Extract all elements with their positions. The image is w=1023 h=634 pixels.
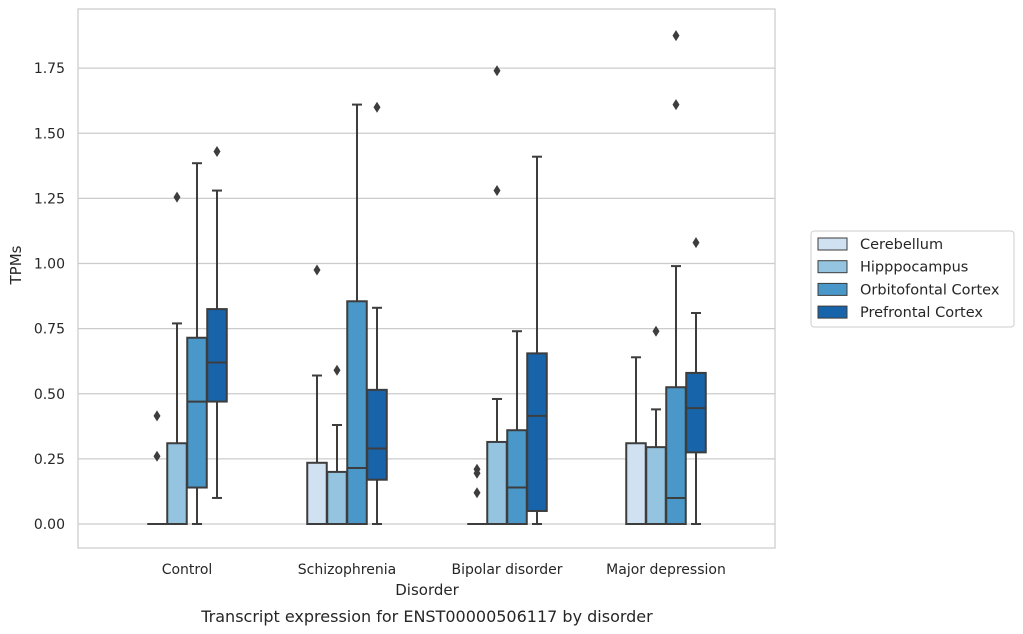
box-body bbox=[625, 442, 647, 525]
box-body bbox=[526, 352, 548, 512]
box-orbitofontal-cortex bbox=[186, 162, 208, 525]
box-groups bbox=[147, 30, 707, 526]
legend-swatch bbox=[817, 282, 848, 296]
y-tick-label: 1.25 bbox=[34, 191, 65, 207]
outlier-point bbox=[692, 237, 700, 249]
outlier-point bbox=[672, 30, 680, 42]
x-tick-label: Control bbox=[162, 562, 213, 578]
category-group bbox=[306, 101, 388, 525]
category-group bbox=[147, 145, 228, 525]
box-prefrontal-cortex bbox=[526, 155, 548, 525]
outlier-point bbox=[672, 99, 680, 111]
box-body bbox=[366, 388, 388, 481]
box-body bbox=[645, 446, 667, 525]
box-cerebellum bbox=[467, 463, 487, 525]
outlier-point bbox=[333, 364, 341, 376]
legend-entry: Cerebellum bbox=[860, 237, 943, 253]
outlier-point bbox=[213, 145, 221, 157]
legend-swatch bbox=[817, 260, 848, 274]
box-prefrontal-cortex bbox=[206, 145, 228, 499]
outlier-point bbox=[153, 410, 161, 422]
outlier-point bbox=[313, 264, 321, 276]
legend-entry: Orbitofontal Cortex bbox=[860, 282, 1000, 298]
legend-swatch bbox=[817, 237, 848, 251]
box-body bbox=[206, 308, 228, 403]
box-orbitofontal-cortex bbox=[346, 103, 368, 525]
plot-frame bbox=[77, 8, 776, 549]
y-tick-labels: 0.00 0.25 0.50 0.75 1.00 1.25 1.50 1.75 bbox=[34, 61, 65, 533]
category-group bbox=[625, 30, 707, 525]
box-cerebellum bbox=[625, 356, 647, 525]
outlier-point bbox=[473, 487, 481, 499]
legend-entry: Prefrontal Cortex bbox=[860, 305, 983, 321]
box-body bbox=[685, 371, 707, 454]
box-hipppocampus bbox=[166, 191, 188, 525]
box-prefrontal-cortex bbox=[366, 101, 388, 525]
legend-entry: Hipppocampus bbox=[860, 260, 968, 276]
box-body bbox=[166, 442, 188, 525]
box-body bbox=[186, 336, 208, 489]
box-cerebellum bbox=[306, 264, 328, 525]
outlier-point bbox=[493, 65, 501, 77]
y-tick-label: 1.50 bbox=[34, 126, 65, 142]
x-axis-label: Disorder bbox=[395, 581, 459, 599]
box-orbitofontal-cortex bbox=[665, 30, 687, 525]
outlier-point bbox=[493, 185, 501, 197]
y-tick-label: 0.75 bbox=[34, 322, 65, 338]
category-group bbox=[467, 65, 548, 526]
box-body bbox=[665, 386, 687, 525]
box-cerebellum bbox=[147, 410, 167, 525]
box-hipppocampus bbox=[486, 65, 508, 526]
box-prefrontal-cortex bbox=[685, 237, 707, 525]
y-tick-label: 1.00 bbox=[34, 257, 65, 273]
y-tick-label: 0.50 bbox=[34, 387, 65, 403]
x-tick-label: Schizophrenia bbox=[298, 562, 396, 578]
outlier-point bbox=[153, 450, 161, 462]
x-tick-label: Bipolar disorder bbox=[451, 562, 562, 578]
x-tick-label: Major depression bbox=[606, 562, 726, 578]
box-orbitofontal-cortex bbox=[506, 330, 528, 525]
outlier-point bbox=[173, 191, 181, 203]
y-tick-label: 0.25 bbox=[34, 452, 65, 468]
chart-caption: Transcript expression for ENST0000050611… bbox=[200, 607, 653, 626]
outlier-point bbox=[652, 325, 660, 337]
legend: Cerebellum Hipppocampus Orbitofontal Corte… bbox=[810, 230, 1015, 328]
x-tick-labels: Control Schizophrenia Bipolar disorder Majo… bbox=[162, 562, 726, 578]
outlier-point bbox=[373, 101, 381, 113]
y-axis-label: TPMs bbox=[7, 245, 25, 285]
box-body bbox=[326, 470, 348, 525]
y-tick-label: 1.75 bbox=[34, 61, 65, 77]
box-body bbox=[306, 461, 328, 525]
box-body bbox=[506, 429, 528, 525]
box-body bbox=[486, 440, 508, 526]
legend-swatch bbox=[817, 305, 848, 319]
outlier-point bbox=[473, 467, 481, 479]
box-hipppocampus bbox=[326, 364, 348, 525]
box-body bbox=[346, 300, 368, 525]
y-tick-label: 0.00 bbox=[34, 517, 65, 533]
box-hipppocampus bbox=[645, 325, 667, 525]
legend-frame bbox=[810, 230, 1015, 328]
